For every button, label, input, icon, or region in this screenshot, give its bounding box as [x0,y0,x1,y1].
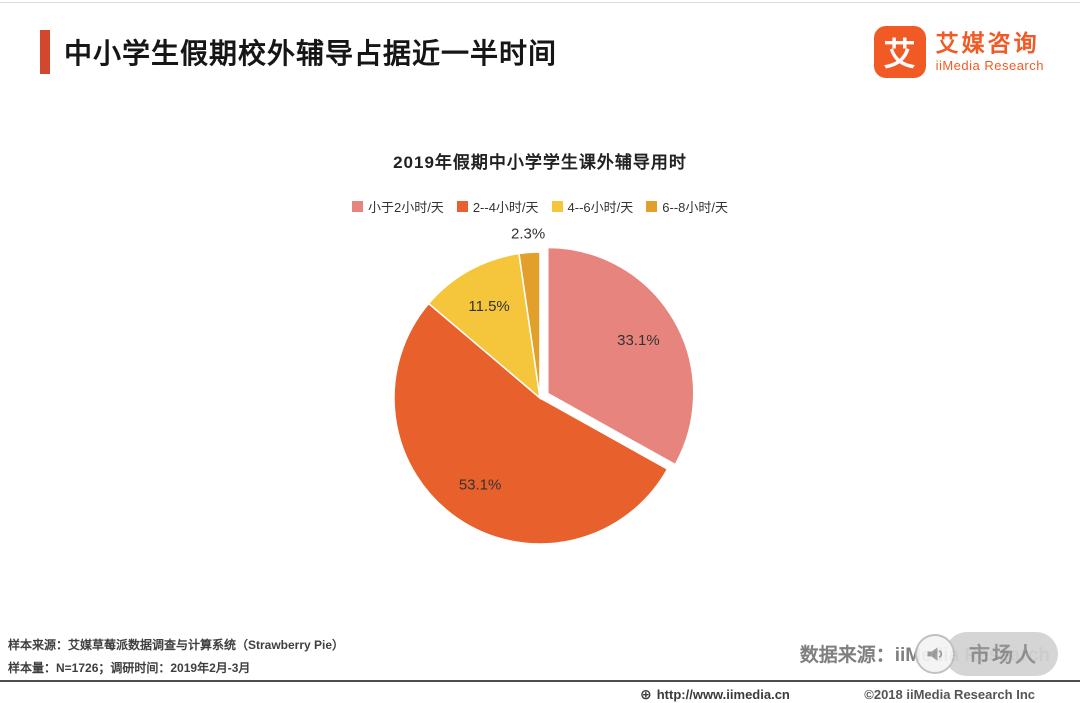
megaphone-icon [915,634,955,674]
pie-slice-1 [393,302,669,545]
logo-icon: 艾 [873,26,926,78]
brand-logo: 艾 艾媒咨询 iiMedia Research [873,26,1044,78]
title-accent-bar [40,30,50,74]
footer-url-text: http://www.iimedia.cn [656,687,790,702]
page-title: 中小学生假期校外辅导占据近一半时间 [64,38,558,69]
sample-source-note: 样本来源：艾媒草莓派数据调查与计算系统（Strawberry Pie） [8,638,345,652]
footer-url[interactable]: ⊕ http://www.iimedia.cn [640,686,790,703]
pie-label-3: 2.3% [511,225,545,242]
chart-legend: 小于2小时/天 2--4小时/天 4--6小时/天 6--8小时/天 [0,197,1080,216]
legend-swatch [456,201,468,212]
sample-notes: 样本来源：艾媒草莓派数据调查与计算系统（Strawberry Pie） 样本量：… [8,634,344,681]
legend-label: 2--4小时/天 [472,200,539,215]
globe-icon: ⊕ [640,686,652,702]
footer-copyright: ©2018 iiMedia Research Inc [864,687,1035,702]
legend-swatch [646,201,658,212]
pie-slice-3 [518,251,541,399]
pie-slice-0 [547,246,695,466]
legend-item-2: 4--6小时/天 [551,197,634,216]
sample-size-note: 样本量：N=1726；调研时间：2019年2月-3月 [8,661,251,676]
legend-item-3: 6--8小时/天 [646,197,728,216]
legend-label: 小于2小时/天 [367,200,444,215]
footer: ⊕ http://www.iimedia.cn ©2018 iiMedia Re… [640,686,1035,703]
pie-label-2: 11.5% [468,298,509,315]
watermark: 市场人 [915,632,1058,676]
pie-slice-2 [427,252,542,400]
legend-item-1: 2--4小时/天 [456,197,539,216]
legend-label: 6--8小时/天 [662,200,729,215]
top-divider [0,2,1080,3]
chart-title: 2019年假期中小学学生课外辅导用时 [393,153,687,172]
logo-name-cn: 艾媒咨询 [935,30,1040,57]
legend-swatch [351,201,363,212]
logo-text: 艾媒咨询 iiMedia Research [936,30,1044,73]
footer-divider [0,680,1080,682]
watermark-text: 市场人 [945,632,1058,676]
logo-name-en: iiMedia Research [935,58,1044,73]
legend-swatch [551,201,563,212]
legend-item-0: 小于2小时/天 [351,197,444,216]
pie-label-0: 33.1% [617,332,660,349]
legend-label: 4--6小时/天 [567,200,634,215]
header: 中小学生假期校外辅导占据近一半时间 [40,30,557,74]
pie-label-1: 53.1% [459,476,502,493]
